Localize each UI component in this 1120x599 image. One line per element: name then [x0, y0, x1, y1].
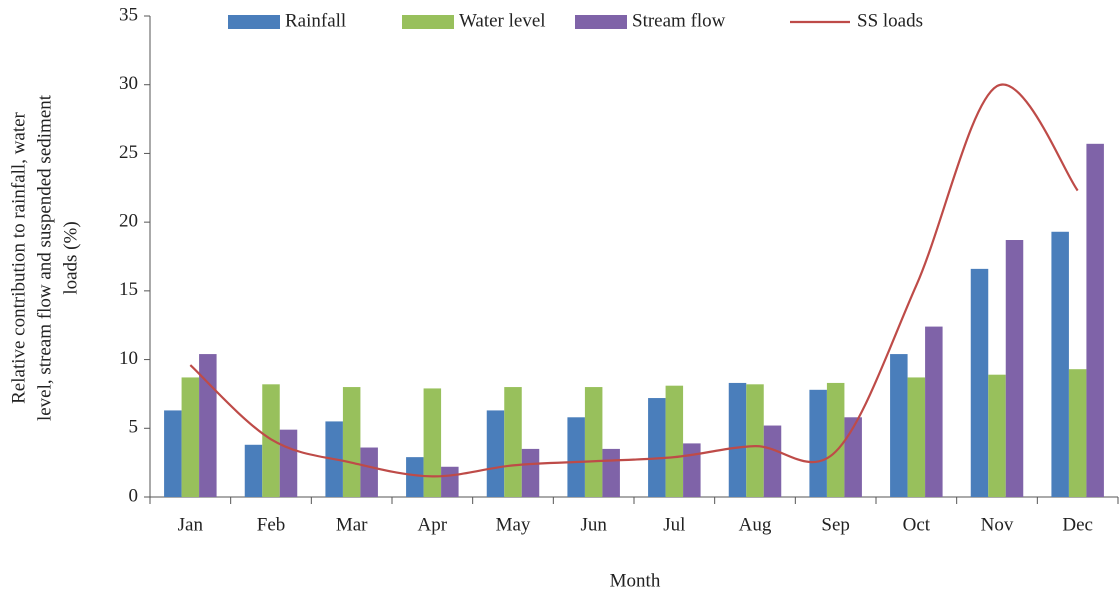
y-axis-title-line: loads (%) — [60, 221, 81, 294]
x-tick-label: Jan — [178, 514, 204, 535]
bar — [844, 417, 862, 497]
legend-label: Stream flow — [632, 10, 726, 31]
bar — [360, 447, 378, 497]
bar — [728, 382, 747, 497]
x-tick-label: Sep — [821, 514, 850, 535]
y-axis-title-line: Relative contribution to rainfall, water — [8, 111, 29, 403]
bar — [925, 326, 943, 497]
bar — [809, 389, 827, 497]
x-tick-label: Mar — [336, 514, 368, 535]
bar — [890, 354, 908, 497]
bar — [486, 410, 505, 497]
y-tick-label: 30 — [119, 73, 138, 94]
bar — [199, 354, 217, 497]
x-tick-label: May — [496, 514, 531, 535]
x-tick-label: Dec — [1062, 514, 1093, 535]
x-axis-title: Month — [610, 570, 661, 591]
bar — [602, 448, 620, 497]
bar — [1068, 369, 1087, 497]
bar — [970, 268, 989, 497]
y-tick-label: 15 — [119, 279, 138, 300]
bar — [441, 466, 459, 497]
bar — [244, 444, 263, 497]
bar — [648, 398, 666, 497]
y-tick-label: 25 — [119, 142, 138, 163]
legend-label: Rainfall — [285, 10, 346, 31]
x-tick-label: Aug — [739, 514, 772, 535]
bar — [423, 388, 442, 497]
bar — [1005, 240, 1024, 497]
legend-label: Water level — [459, 10, 546, 31]
legend-swatch — [228, 15, 280, 29]
bar — [406, 457, 424, 497]
y-tick-label: 35 — [119, 4, 138, 25]
y-axis-title-line: level, stream flow and suspended sedimen… — [34, 94, 55, 421]
x-tick-label: Apr — [418, 514, 448, 535]
bar — [521, 448, 540, 497]
x-tick-label: Jun — [580, 514, 607, 535]
x-tick-label: Oct — [903, 514, 931, 535]
bar — [763, 425, 782, 497]
bar — [567, 417, 585, 497]
bar — [262, 384, 280, 497]
y-tick-label: 5 — [129, 417, 139, 438]
x-tick-label: Jul — [663, 514, 685, 535]
legend-swatch — [575, 15, 627, 29]
x-tick-label: Nov — [981, 514, 1014, 535]
bar — [1051, 231, 1069, 497]
bar — [164, 410, 182, 497]
legend-label: SS loads — [857, 10, 923, 31]
bar — [683, 443, 701, 497]
line — [189, 83, 1079, 478]
bar — [665, 385, 684, 497]
bar — [181, 377, 200, 497]
bar — [504, 387, 522, 497]
bar — [826, 382, 845, 497]
bar — [746, 384, 764, 497]
bar — [584, 387, 603, 497]
bar — [279, 429, 298, 497]
y-tick-label: 0 — [129, 485, 139, 506]
bar — [988, 374, 1006, 497]
y-tick-label: 20 — [119, 211, 138, 232]
bar — [907, 377, 926, 497]
legend-swatch — [402, 15, 454, 29]
bar — [1086, 143, 1104, 497]
y-axis-title: Relative contribution to rainfall, water… — [8, 94, 81, 421]
x-tick-label: Feb — [257, 514, 286, 535]
bar — [342, 387, 361, 497]
y-tick-label: 10 — [119, 348, 138, 369]
